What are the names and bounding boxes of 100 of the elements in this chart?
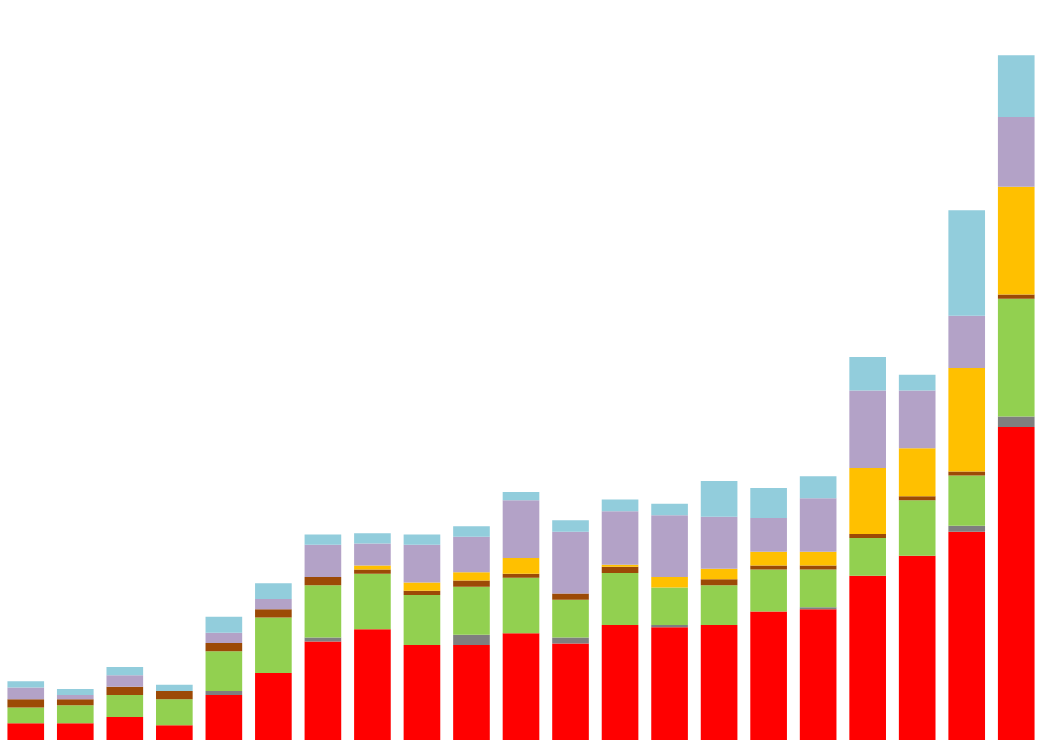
- bar: [255, 609, 292, 618]
- bar: [453, 536, 490, 573]
- bar: [502, 557, 540, 574]
- bar: [948, 525, 986, 532]
- bar: [799, 609, 837, 740]
- bar: [849, 575, 886, 740]
- bar: [156, 690, 193, 700]
- bar: [453, 580, 490, 587]
- bar: [304, 577, 342, 586]
- bar: [750, 611, 787, 740]
- bar: [849, 356, 886, 391]
- bar: [700, 568, 738, 580]
- bar: [651, 577, 688, 588]
- bar: [997, 298, 1035, 417]
- bar: [403, 534, 441, 545]
- bar: [354, 533, 391, 544]
- bar: [700, 585, 738, 626]
- bar: [948, 531, 986, 740]
- bar: [601, 572, 639, 626]
- bar: [106, 695, 144, 717]
- bar: [403, 594, 441, 645]
- bar: [948, 210, 986, 316]
- bar: [7, 723, 45, 740]
- bar: [205, 642, 243, 652]
- bar: [304, 534, 342, 545]
- bar: [56, 723, 94, 740]
- bar: [750, 569, 787, 612]
- bar: [205, 651, 243, 691]
- bar: [255, 673, 292, 740]
- bar: [700, 516, 738, 569]
- bar: [849, 468, 886, 534]
- bar: [750, 551, 787, 566]
- bar: [799, 569, 837, 608]
- bar: [502, 500, 540, 558]
- bar: [205, 616, 243, 633]
- bar: [601, 566, 639, 573]
- bar: [700, 579, 738, 586]
- bar: [255, 617, 292, 674]
- bar: [552, 599, 589, 638]
- bar: [700, 625, 738, 740]
- bar: [56, 699, 94, 706]
- bar: [255, 599, 292, 610]
- bar: [799, 498, 837, 552]
- bar: [997, 426, 1035, 740]
- bar: [898, 374, 936, 391]
- bar: [7, 681, 45, 688]
- bar: [997, 186, 1035, 295]
- bar: [56, 705, 94, 724]
- bar: [750, 518, 787, 552]
- bar: [651, 627, 688, 740]
- bar: [156, 699, 193, 726]
- bar: [552, 531, 589, 594]
- bar: [255, 583, 292, 600]
- bar: [948, 367, 986, 472]
- bar: [601, 625, 639, 740]
- bar: [502, 577, 540, 634]
- bar: [403, 582, 441, 591]
- bar: [205, 690, 243, 696]
- bar: [898, 555, 936, 740]
- bar: [997, 116, 1035, 187]
- bar: [799, 476, 837, 499]
- bar: [403, 644, 441, 740]
- bar: [898, 448, 936, 497]
- bar: [453, 644, 490, 740]
- bar: [898, 390, 936, 449]
- bar: [106, 666, 144, 676]
- bar: [502, 633, 540, 740]
- bar: [304, 641, 342, 740]
- bar: [403, 544, 441, 583]
- bar: [997, 55, 1035, 117]
- bar: [106, 717, 144, 740]
- bar: [304, 585, 342, 638]
- bar: [106, 675, 144, 687]
- bar: [453, 572, 490, 581]
- bar: [156, 684, 193, 691]
- bar: [106, 686, 144, 696]
- bar: [205, 632, 243, 643]
- bar: [750, 487, 787, 519]
- bar: [552, 593, 589, 600]
- bar: [799, 551, 837, 566]
- bar: [156, 725, 193, 740]
- bar: [898, 500, 936, 556]
- bar: [849, 538, 886, 576]
- bar: [354, 629, 391, 740]
- bar: [997, 416, 1035, 427]
- bar: [651, 503, 688, 516]
- bar: [453, 634, 490, 645]
- bar: [948, 315, 986, 368]
- bar: [651, 515, 688, 578]
- bar: [354, 543, 391, 566]
- bar: [849, 390, 886, 469]
- bar: [552, 520, 589, 532]
- bar: [7, 687, 45, 700]
- bar: [700, 481, 738, 517]
- bar: [7, 707, 45, 724]
- bar: [56, 688, 94, 696]
- bar: [304, 544, 342, 578]
- bar: [948, 475, 986, 526]
- bar: [7, 699, 45, 708]
- bar: [502, 492, 540, 501]
